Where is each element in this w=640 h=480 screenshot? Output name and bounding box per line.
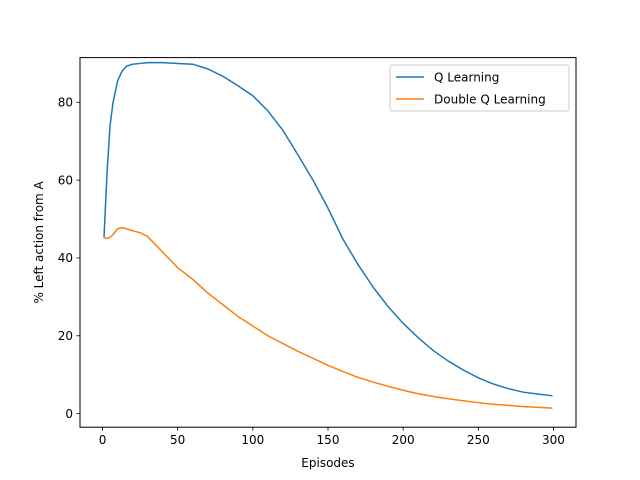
y-tick-label: 0 [65,407,73,421]
x-tick-label: 150 [317,433,340,447]
x-axis-label: Episodes [301,456,354,470]
legend-frame [389,64,570,112]
x-tick-label: 0 [99,433,107,447]
x-tick-label: 50 [170,433,185,447]
plot-area [103,61,553,409]
x-tick-label: 250 [467,433,490,447]
legend-label-1: Double Q Learning [434,92,546,106]
y-tick-label: 60 [58,173,73,187]
y-tick-label: 80 [58,96,73,110]
y-axis-label: % Left action from A [32,180,46,303]
series-line-0 [103,61,553,397]
legend: Q Learning Double Q Learning [389,64,570,112]
axes-frame [79,57,577,428]
y-tick-label: 20 [58,329,73,343]
x-tick-label: 100 [241,433,264,447]
series-line-1 [103,226,553,409]
y-tick-label: 40 [58,251,73,265]
axis-ticks: 0 50 100 150 200 250 300 0 20 40 60 80 [58,96,565,448]
x-tick-label: 300 [542,433,565,447]
legend-label-0: Q Learning [434,70,499,84]
x-tick-label: 200 [392,433,415,447]
